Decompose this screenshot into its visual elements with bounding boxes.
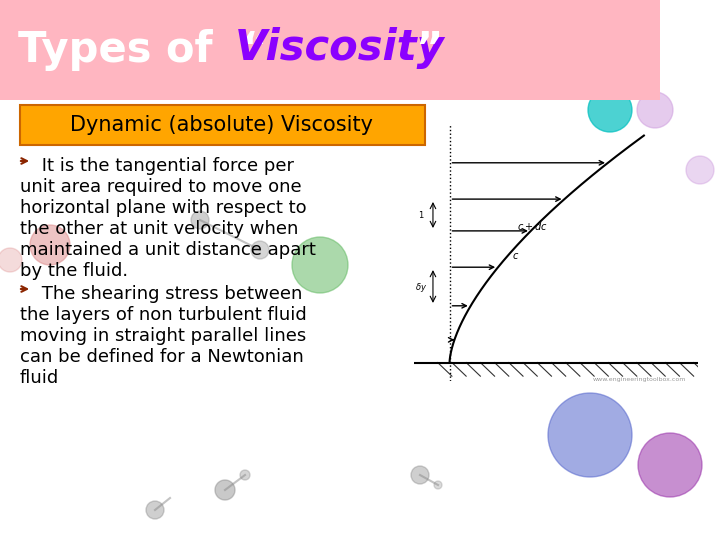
Text: by the fluid.: by the fluid. [20, 262, 128, 280]
Circle shape [434, 481, 442, 489]
Text: Viscosity: Viscosity [235, 27, 445, 69]
Text: maintained a unit distance apart: maintained a unit distance apart [20, 241, 316, 259]
Circle shape [292, 237, 348, 293]
Text: $c + dc$: $c + dc$ [517, 220, 548, 232]
Circle shape [686, 156, 714, 184]
Circle shape [280, 62, 300, 82]
Text: Dynamic (absolute) Viscosity: Dynamic (absolute) Viscosity [71, 115, 374, 135]
Circle shape [146, 501, 164, 519]
Circle shape [588, 88, 632, 132]
Text: the other at unit velocity when: the other at unit velocity when [20, 220, 298, 238]
Circle shape [595, 87, 605, 97]
Circle shape [638, 433, 702, 497]
Circle shape [547, 67, 573, 93]
Text: $\delta y$: $\delta y$ [415, 281, 427, 294]
Text: Types of  “: Types of “ [18, 29, 269, 71]
Circle shape [240, 470, 250, 480]
Text: fluid: fluid [20, 369, 59, 387]
Text: unit area required to move one: unit area required to move one [20, 178, 302, 196]
Text: www.engineeringtoolbox.com: www.engineeringtoolbox.com [593, 377, 687, 382]
Text: can be defined for a Newtonian: can be defined for a Newtonian [20, 348, 304, 366]
Circle shape [191, 211, 209, 229]
Text: moving in straight parallel lines: moving in straight parallel lines [20, 327, 306, 345]
Circle shape [411, 466, 429, 484]
Text: the layers of non turbulent fluid: the layers of non turbulent fluid [20, 306, 307, 324]
Circle shape [251, 241, 269, 259]
Text: It is the tangential force per: It is the tangential force per [36, 157, 294, 175]
Circle shape [0, 248, 22, 272]
Bar [0, 0, 660, 100]
Circle shape [30, 225, 70, 265]
Text: $1$: $1$ [418, 210, 424, 220]
Circle shape [637, 92, 673, 128]
Text: ”: ” [415, 29, 442, 71]
Text: $c$: $c$ [513, 251, 520, 261]
Text: horizontal plane with respect to: horizontal plane with respect to [20, 199, 307, 217]
Circle shape [548, 393, 632, 477]
Bar [20, 105, 425, 145]
Text: The shearing stress between: The shearing stress between [36, 285, 302, 303]
Circle shape [215, 480, 235, 500]
